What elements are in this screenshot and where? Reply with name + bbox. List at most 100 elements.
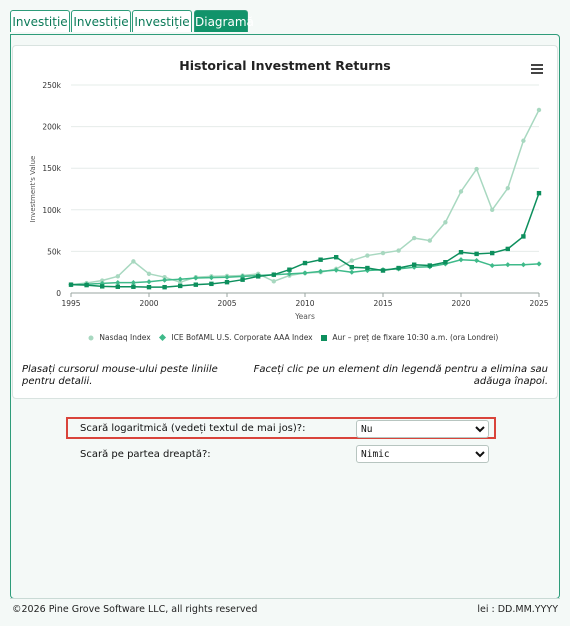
data-point <box>146 284 152 290</box>
data-point <box>458 257 464 263</box>
footer-copyright: ©2026 Pine Grove Software LLC, all right… <box>12 604 258 615</box>
data-point <box>443 220 448 225</box>
data-point <box>146 271 152 277</box>
data-point <box>100 284 105 289</box>
data-point <box>162 277 168 283</box>
chart-title: Historical Investment Returns <box>179 58 391 73</box>
y-tick-label: 200k <box>42 123 61 132</box>
data-point <box>521 234 526 239</box>
data-point <box>130 280 136 286</box>
data-point <box>318 257 323 262</box>
data-point <box>505 246 510 252</box>
data-point <box>162 274 167 280</box>
footer-date: lei : DD.MM.YYYY <box>477 604 558 615</box>
data-point <box>146 279 152 285</box>
data-point <box>115 284 120 289</box>
legend-label: ICE BofAML U.S. Corporate AAA Index <box>171 333 313 342</box>
data-point <box>115 274 121 279</box>
tab-investitie-1[interactable]: Investiție 1 <box>10 10 70 51</box>
data-point <box>365 265 370 271</box>
data-point <box>334 255 339 260</box>
data-point <box>474 166 479 172</box>
legend-item-ice-bofaml[interactable]: ICE BofAML U.S. Corporate AAA Index <box>157 333 313 342</box>
data-point <box>131 259 136 264</box>
legend-item-aur[interactable]: Aur – preț de fixare 10:30 a.m. (ora Lon… <box>318 333 498 342</box>
y-tick-label: 100k <box>42 206 61 215</box>
x-tick-label: 2015 <box>373 299 392 308</box>
data-point <box>443 260 448 265</box>
series-line <box>70 109 540 286</box>
right-scale-select[interactable]: Nimic <box>356 445 489 463</box>
data-point <box>224 279 230 285</box>
data-point <box>193 275 199 281</box>
log-scale-select[interactable]: Nu <box>356 420 489 438</box>
log-scale-label: Scară logaritmică (vedeți textul de mai … <box>80 423 306 434</box>
data-point <box>240 273 246 279</box>
data-point <box>520 262 526 268</box>
data-point <box>68 282 74 287</box>
data-point <box>536 107 542 113</box>
data-point <box>474 251 479 257</box>
x-tick-label: 1995 <box>61 299 80 308</box>
hamburger-menu-icon[interactable] <box>531 64 543 74</box>
legend-label: Aur – preț de fixare 10:30 a.m. (ora Lon… <box>332 333 499 342</box>
x-tick-label: 2005 <box>217 299 236 308</box>
data-point <box>458 250 464 255</box>
data-point <box>364 267 370 274</box>
x-tick-label: 2025 <box>529 299 548 308</box>
tab-diagrama[interactable]: Diagramă <box>194 10 254 32</box>
data-point <box>396 248 401 253</box>
legend-item-nasdaq[interactable]: Nasdaq Index <box>85 333 151 342</box>
tab-investitie-2[interactable]: Investiție 2 <box>71 10 131 51</box>
legend-label: Nasdaq Index <box>99 333 151 342</box>
data-point <box>396 265 401 271</box>
data-point <box>178 283 183 289</box>
line-chart[interactable]: 0 50k 100k 150k 200k 250k 1995 2000 2005 2010 2015… <box>13 46 559 400</box>
data-point <box>427 238 432 243</box>
data-point <box>302 260 308 266</box>
legend-hint: Faceți clic pe un element din legendă pe… <box>253 364 548 387</box>
tab-investitie-3[interactable]: Investiție 3 <box>132 10 192 51</box>
data-point <box>131 284 136 289</box>
data-point <box>100 278 105 283</box>
data-point <box>505 185 510 191</box>
data-point <box>411 264 417 270</box>
footer-divider <box>10 598 560 599</box>
data-point <box>474 257 480 264</box>
hover-hint: Plasați cursorul mouse-ului peste liniil… <box>22 364 218 387</box>
data-point <box>286 271 292 277</box>
y-axis-title: Investment's Value <box>29 156 37 223</box>
data-point <box>162 284 167 290</box>
data-point <box>84 282 89 288</box>
log-scale-row: Scară logaritmică (vedeți textul de mai … <box>66 417 496 439</box>
data-point <box>240 277 245 282</box>
data-point <box>427 263 432 268</box>
data-point <box>489 262 495 269</box>
chart-legend: Nasdaq Index ICE BofAML U.S. Corporate A… <box>13 333 557 349</box>
x-tick-label: 2010 <box>295 299 314 308</box>
data-point <box>115 280 121 286</box>
data-point <box>178 279 183 285</box>
data-point <box>193 282 198 287</box>
data-point <box>302 270 308 276</box>
data-point <box>412 262 417 267</box>
y-tick-label: 150k <box>42 164 61 173</box>
x-tick-label: 2000 <box>139 299 158 308</box>
y-tick-label: 50k <box>47 247 62 256</box>
data-point <box>380 250 386 256</box>
data-point <box>536 190 542 196</box>
y-tick-label: 250k <box>42 81 61 90</box>
data-point <box>505 262 511 268</box>
data-point <box>490 207 495 212</box>
data-point <box>536 261 542 267</box>
data-point <box>209 281 214 287</box>
data-point <box>458 189 464 194</box>
data-point <box>349 269 355 275</box>
data-point <box>318 268 324 274</box>
data-point <box>490 250 495 256</box>
y-tick-label: 0 <box>56 289 61 298</box>
data-point <box>333 267 339 273</box>
x-tick-label: 2020 <box>451 299 470 308</box>
data-point <box>380 268 386 273</box>
right-scale-row: Scară pe partea dreaptă?: Nimic <box>66 445 496 467</box>
